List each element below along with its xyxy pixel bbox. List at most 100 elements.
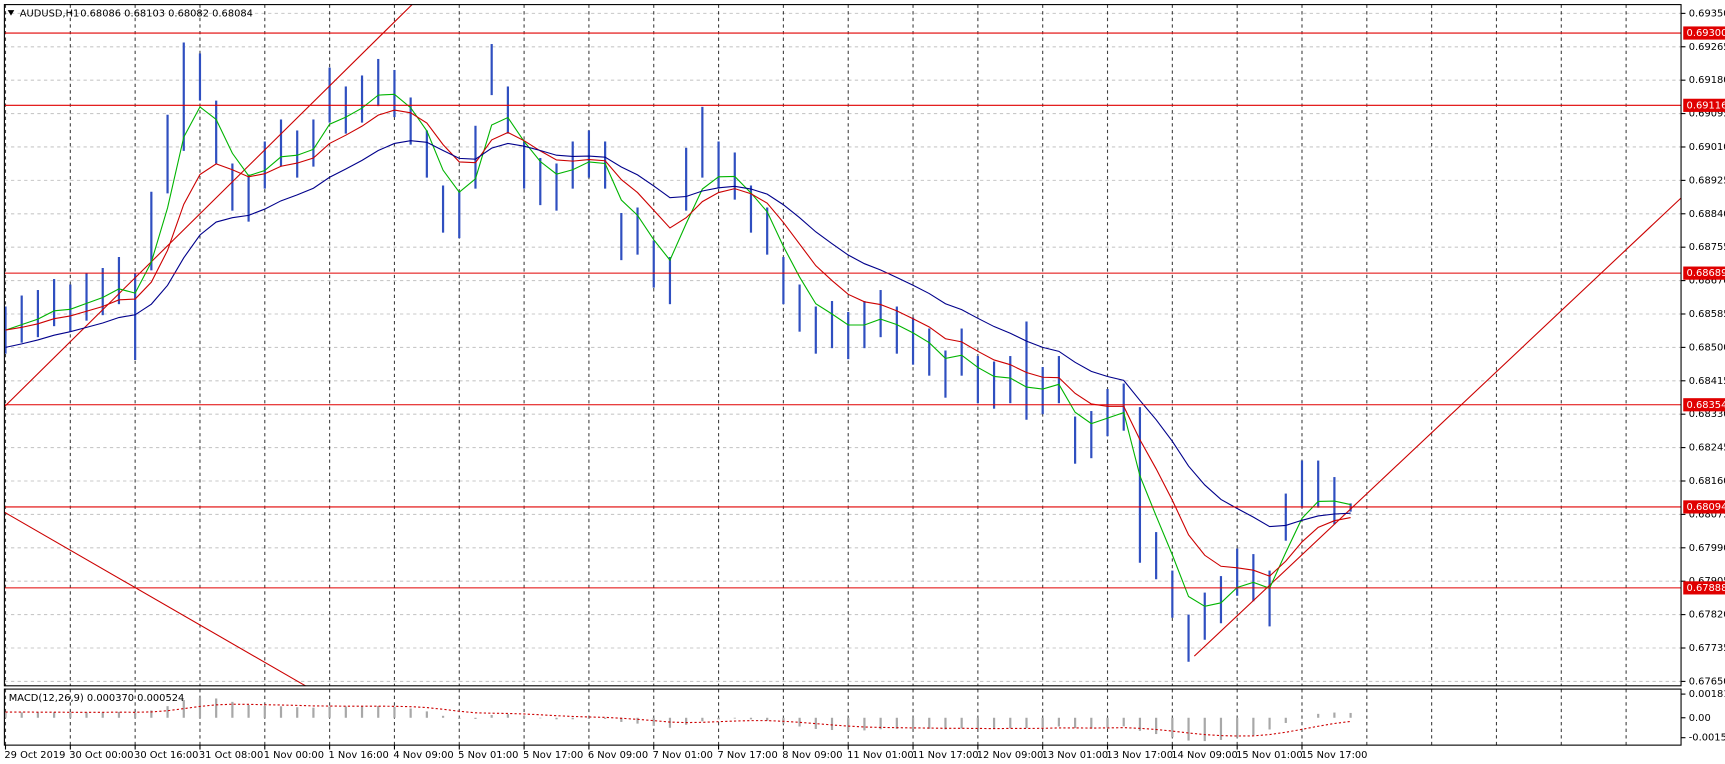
macd-bar xyxy=(587,717,591,719)
macd-bar xyxy=(198,697,202,718)
y-tick-label: 0.68755 xyxy=(1689,242,1725,253)
macd-bar xyxy=(182,700,185,718)
macd-bar xyxy=(895,717,898,729)
macd-bar xyxy=(150,710,153,718)
macd-bar xyxy=(312,707,315,718)
collapse-icon[interactable] xyxy=(7,10,15,16)
x-tick-label: 5 Nov 01:00 xyxy=(458,750,518,761)
macd-signal xyxy=(5,703,1351,737)
macd-bar xyxy=(847,717,850,731)
trendline xyxy=(4,4,413,408)
macd-bar xyxy=(4,712,7,718)
overlays: 0.69300 0.69116 0.68689 0.68354 0.68094 0.678… xyxy=(4,26,1725,742)
macd-bar xyxy=(1074,717,1077,729)
y-tick-label: 0.67735 xyxy=(1689,643,1725,654)
macd-bar xyxy=(1122,717,1125,727)
macd-bar xyxy=(620,717,623,722)
macd-bar xyxy=(490,715,493,718)
macd-bar xyxy=(425,711,428,718)
price-level-label: 0.68354 xyxy=(1687,400,1725,411)
macd-bar xyxy=(117,711,121,718)
y-tick-label: 0.68245 xyxy=(1689,443,1725,454)
macd-bar xyxy=(1300,717,1304,719)
macd-bar xyxy=(798,717,801,727)
macd-bar xyxy=(1203,717,1206,742)
price-level-tag xyxy=(1683,500,1725,514)
macd-bar xyxy=(215,698,218,718)
y-tick-label: 0.68585 xyxy=(1689,309,1725,320)
macd-bar xyxy=(717,717,720,720)
price-level-label: 0.68094 xyxy=(1687,502,1725,513)
trendline xyxy=(4,511,306,687)
price-level-tag xyxy=(1683,398,1725,412)
macd-bar xyxy=(636,717,639,724)
macd-bar xyxy=(1317,713,1320,718)
price-level-tag xyxy=(1683,26,1725,40)
macd-bar xyxy=(279,706,283,718)
macd-bar xyxy=(814,717,817,729)
macd-bar xyxy=(441,715,445,718)
x-tick-label: 30 Oct 16:00 xyxy=(134,750,198,761)
trendlines xyxy=(4,4,1682,687)
macd-y-tick-label: -0.00153 xyxy=(1689,733,1725,744)
macd-y-tick-label: 0.001816 xyxy=(1689,689,1725,700)
x-tick-label: 11 Nov 17:00 xyxy=(912,750,979,761)
price-level-label: 0.69300 xyxy=(1687,28,1725,39)
price-level-tag xyxy=(1683,581,1725,595)
macd-bar xyxy=(685,717,688,725)
macd-bar xyxy=(1171,717,1174,738)
macd-bar xyxy=(1268,717,1271,730)
macd-bar xyxy=(522,715,526,718)
macd-bar xyxy=(166,706,169,718)
x-tick-label: 4 Nov 09:00 xyxy=(393,750,453,761)
macd-bar xyxy=(506,714,509,718)
macd-bar xyxy=(539,717,542,719)
macd-bar xyxy=(377,706,380,718)
x-tick-label: 30 Oct 00:00 xyxy=(69,750,133,761)
macd-bar xyxy=(604,717,607,719)
macd-bar xyxy=(393,706,396,718)
macd-bar xyxy=(976,717,979,729)
x-tick-label: 1 Nov 00:00 xyxy=(264,750,324,761)
main-panel-frame xyxy=(3,4,1682,687)
macd-bar xyxy=(263,706,266,718)
macd-bar xyxy=(134,712,137,718)
macd-bar xyxy=(992,717,996,729)
macd-bar xyxy=(879,717,882,730)
x-tick-label: 7 Nov 17:00 xyxy=(717,750,777,761)
x-tick-label: 6 Nov 09:00 xyxy=(588,750,648,761)
macd-bar xyxy=(231,701,234,718)
macd-bar xyxy=(928,717,931,729)
macd-bar xyxy=(911,717,915,729)
moving-average xyxy=(5,140,1351,528)
macd-title: MACD(12,26,9) 0.000370 0.000524 xyxy=(9,693,185,704)
macd-bar xyxy=(1252,717,1255,736)
macd-bar xyxy=(53,712,56,718)
macd-bar xyxy=(1333,712,1336,718)
trendline xyxy=(1193,197,1682,657)
y-tick-label: 0.68925 xyxy=(1689,175,1725,186)
x-tick-label: 31 Oct 08:00 xyxy=(199,750,263,761)
macd-bar xyxy=(960,717,963,729)
macd-bar xyxy=(1155,717,1158,735)
x-tick-label: 13 Nov 17:00 xyxy=(1106,750,1173,761)
macd-bar xyxy=(328,706,331,718)
macd-bar xyxy=(20,712,23,718)
x-tick-label: 5 Nov 17:00 xyxy=(523,750,583,761)
macd-y-tick-label: 0.00 xyxy=(1689,713,1711,724)
macd-bar xyxy=(360,706,364,718)
macd-bar xyxy=(85,712,88,718)
y-tick-label: 0.69265 xyxy=(1689,42,1725,53)
macd-bar xyxy=(36,712,40,718)
y-tick-label: 0.69095 xyxy=(1689,109,1725,120)
